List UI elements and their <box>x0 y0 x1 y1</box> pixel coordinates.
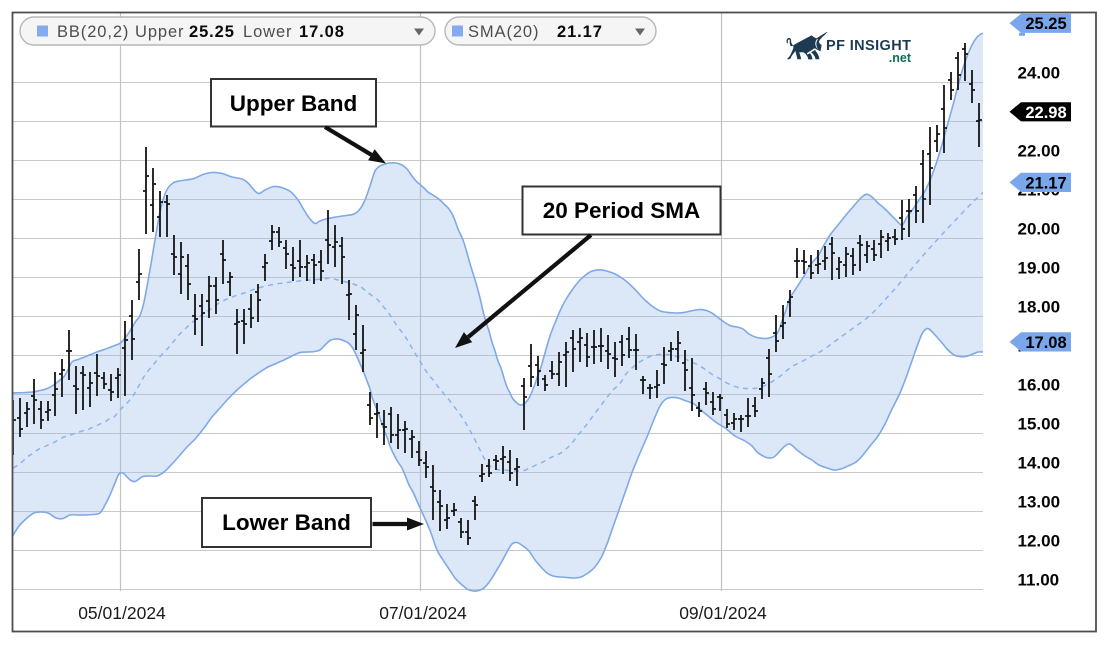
svg-text:18.00: 18.00 <box>1018 298 1061 317</box>
svg-text:19.00: 19.00 <box>1018 259 1061 278</box>
svg-text:Upper: Upper <box>135 23 184 41</box>
svg-text:.net: .net <box>889 51 912 65</box>
svg-text:25.25: 25.25 <box>1025 15 1066 33</box>
svg-text:SMA(20): SMA(20) <box>468 23 539 41</box>
svg-text:05/01/2024: 05/01/2024 <box>78 603 166 623</box>
svg-text:07/01/2024: 07/01/2024 <box>379 603 467 623</box>
svg-text:22.00: 22.00 <box>1018 142 1061 161</box>
svg-text:11.00: 11.00 <box>1018 571 1060 590</box>
svg-text:BB(20,2): BB(20,2) <box>57 23 129 41</box>
svg-text:20 Period SMA: 20 Period SMA <box>543 198 701 223</box>
svg-text:15.00: 15.00 <box>1018 415 1061 434</box>
svg-text:17.08: 17.08 <box>1025 334 1066 352</box>
svg-text:22.98: 22.98 <box>1025 104 1066 122</box>
svg-text:21.17: 21.17 <box>1025 174 1066 192</box>
svg-text:13.00: 13.00 <box>1018 493 1061 512</box>
svg-text:12.00: 12.00 <box>1018 532 1061 551</box>
svg-text:Lower Band: Lower Band <box>222 510 351 535</box>
svg-text:20.00: 20.00 <box>1018 220 1061 239</box>
svg-text:25.25: 25.25 <box>189 23 235 41</box>
svg-text:21.17: 21.17 <box>557 23 603 41</box>
svg-text:09/01/2024: 09/01/2024 <box>679 603 767 623</box>
svg-text:14.00: 14.00 <box>1018 454 1061 473</box>
svg-text:17.08: 17.08 <box>299 23 345 41</box>
svg-text:PF INSIGHT: PF INSIGHT <box>826 38 911 54</box>
svg-text:Lower: Lower <box>243 23 292 41</box>
svg-text:16.00: 16.00 <box>1018 376 1061 395</box>
svg-text:24.00: 24.00 <box>1018 64 1061 83</box>
svg-text:Upper Band: Upper Band <box>230 91 358 116</box>
